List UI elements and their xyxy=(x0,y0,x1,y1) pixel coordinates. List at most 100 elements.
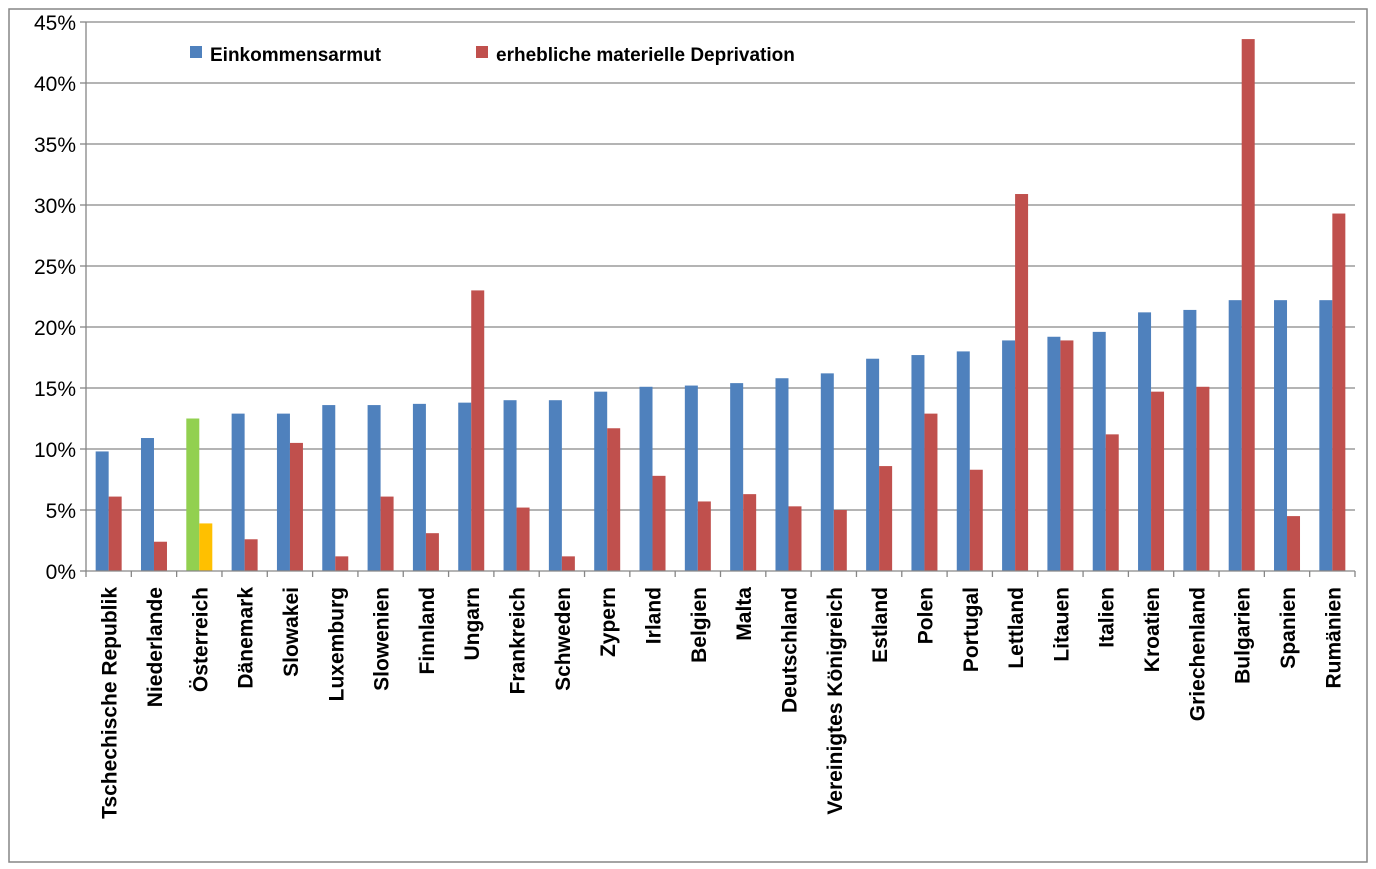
bar-einkommensarmut-22 xyxy=(1092,331,1106,571)
bar-einkommensarmut-10 xyxy=(548,400,562,571)
y-tick-label: 35% xyxy=(34,134,76,157)
bar-einkommensarmut-5 xyxy=(322,405,336,571)
bar-deprivation-15 xyxy=(788,506,802,571)
bar-einkommensarmut-2 xyxy=(186,418,200,571)
bar-einkommensarmut-15 xyxy=(775,378,789,571)
bar-einkommensarmut-9 xyxy=(503,400,517,571)
bar-einkommensarmut-23 xyxy=(1138,312,1152,571)
bar-deprivation-20 xyxy=(1015,194,1029,571)
x-category-label: Vereinigtes Königreich xyxy=(824,587,847,815)
bar-einkommensarmut-16 xyxy=(820,373,834,571)
bar-deprivation-27 xyxy=(1332,213,1346,572)
bar-deprivation-4 xyxy=(289,442,303,571)
x-category-label: Zypern xyxy=(597,587,620,657)
x-category-label: Kroatien xyxy=(1141,587,1164,672)
y-tick-labels: 0% 5% 10% 15% 20% 25% 30% 35% 40% 45% xyxy=(34,12,76,584)
axes xyxy=(80,21,1356,577)
y-tick-label: 40% xyxy=(34,73,76,96)
bar-deprivation-19 xyxy=(969,469,983,571)
x-category-label: Ungarn xyxy=(461,587,484,661)
bar-einkommensarmut-18 xyxy=(911,355,925,571)
x-category-label: Portugal xyxy=(960,587,983,672)
y-tick-label: 0% xyxy=(46,561,76,584)
x-category-label: Frankreich xyxy=(507,587,530,694)
x-category-label: Deutschland xyxy=(778,587,801,713)
y-tick-label: 20% xyxy=(34,317,76,340)
x-category-label: Litauen xyxy=(1050,587,1073,662)
bar-deprivation-16 xyxy=(833,510,847,571)
bar-einkommensarmut-21 xyxy=(1047,336,1061,571)
bar-deprivation-26 xyxy=(1287,516,1301,571)
bar-deprivation-9 xyxy=(516,507,530,571)
bar-deprivation-23 xyxy=(1151,391,1165,571)
legend-swatch-0 xyxy=(190,46,202,58)
bar-deprivation-3 xyxy=(244,539,258,571)
x-category-label: Slowenien xyxy=(371,587,394,691)
bar-deprivation-22 xyxy=(1105,434,1119,571)
bar-deprivation-18 xyxy=(924,413,938,571)
bar-einkommensarmut-1 xyxy=(140,438,154,571)
bar-einkommensarmut-17 xyxy=(866,358,880,571)
bar-einkommensarmut-11 xyxy=(594,391,608,571)
x-category-label: Spanien xyxy=(1277,587,1300,669)
x-category-label: Slowakei xyxy=(280,587,303,677)
x-category-label: Griechenland xyxy=(1186,587,1209,721)
bar-einkommensarmut-26 xyxy=(1274,300,1288,571)
bar-einkommensarmut-19 xyxy=(956,351,970,571)
x-category-label: Tschechische Republik xyxy=(99,587,122,819)
legend-label-0: Einkommensarmut xyxy=(210,45,382,66)
y-tick-label: 10% xyxy=(34,439,76,462)
bar-einkommensarmut-12 xyxy=(639,386,653,571)
y-tick-label: 30% xyxy=(34,195,76,218)
legend-swatch-1 xyxy=(476,46,488,58)
legend-label-1: erhebliche materielle Deprivation xyxy=(496,45,795,66)
bar-deprivation-13 xyxy=(697,501,711,571)
bar-einkommensarmut-6 xyxy=(367,405,381,571)
y-tick-label: 25% xyxy=(34,256,76,279)
x-category-label: Schweden xyxy=(552,587,575,691)
y-tick-label: 15% xyxy=(34,378,76,401)
x-category-labels: Tschechische Republik Niederlande Österrei… xyxy=(99,587,1346,819)
y-tick-label: 5% xyxy=(46,500,76,523)
bar-deprivation-14 xyxy=(743,494,757,571)
bar-deprivation-21 xyxy=(1060,340,1074,571)
x-category-label: Rumänien xyxy=(1322,587,1345,689)
bar-einkommensarmut-24 xyxy=(1183,309,1197,571)
bar-deprivation-8 xyxy=(471,290,485,571)
bar-deprivation-1 xyxy=(153,541,167,571)
x-category-label: Lettland xyxy=(1005,587,1028,669)
bar-deprivation-6 xyxy=(380,496,394,571)
bar-einkommensarmut-25 xyxy=(1228,300,1242,571)
bar-einkommensarmut-3 xyxy=(231,413,245,571)
x-category-label: Bulgarien xyxy=(1232,587,1255,684)
x-category-label: Finnland xyxy=(416,587,439,675)
x-category-label: Irland xyxy=(643,587,666,644)
y-tick-label: 45% xyxy=(34,12,76,35)
x-category-label: Österreich xyxy=(189,587,212,692)
x-category-label: Italien xyxy=(1096,587,1119,648)
bar-deprivation-11 xyxy=(607,428,621,571)
bar-deprivation-10 xyxy=(561,556,575,571)
bar-deprivation-7 xyxy=(425,533,439,571)
bar-deprivation-17 xyxy=(879,466,893,571)
x-category-label: Malta xyxy=(733,587,756,641)
x-category-label: Niederlande xyxy=(144,587,167,707)
x-category-label: Belgien xyxy=(688,587,711,663)
bar-deprivation-5 xyxy=(335,556,349,571)
bar-deprivation-24 xyxy=(1196,386,1210,571)
bar-einkommensarmut-0 xyxy=(95,451,109,571)
bar-einkommensarmut-14 xyxy=(730,383,744,571)
bars xyxy=(95,39,1346,572)
legend: Einkommensarmut erhebliche materielle Dep… xyxy=(190,45,795,66)
x-category-label: Luxemburg xyxy=(325,587,348,701)
bar-einkommensarmut-7 xyxy=(412,403,426,571)
bar-deprivation-12 xyxy=(652,475,666,571)
bar-deprivation-2 xyxy=(199,523,213,571)
bar-einkommensarmut-20 xyxy=(1002,340,1016,571)
x-category-label: Dänemark xyxy=(235,587,258,689)
x-category-label: Estland xyxy=(869,587,892,663)
x-category-label: Polen xyxy=(914,587,937,644)
bar-deprivation-0 xyxy=(108,496,122,571)
